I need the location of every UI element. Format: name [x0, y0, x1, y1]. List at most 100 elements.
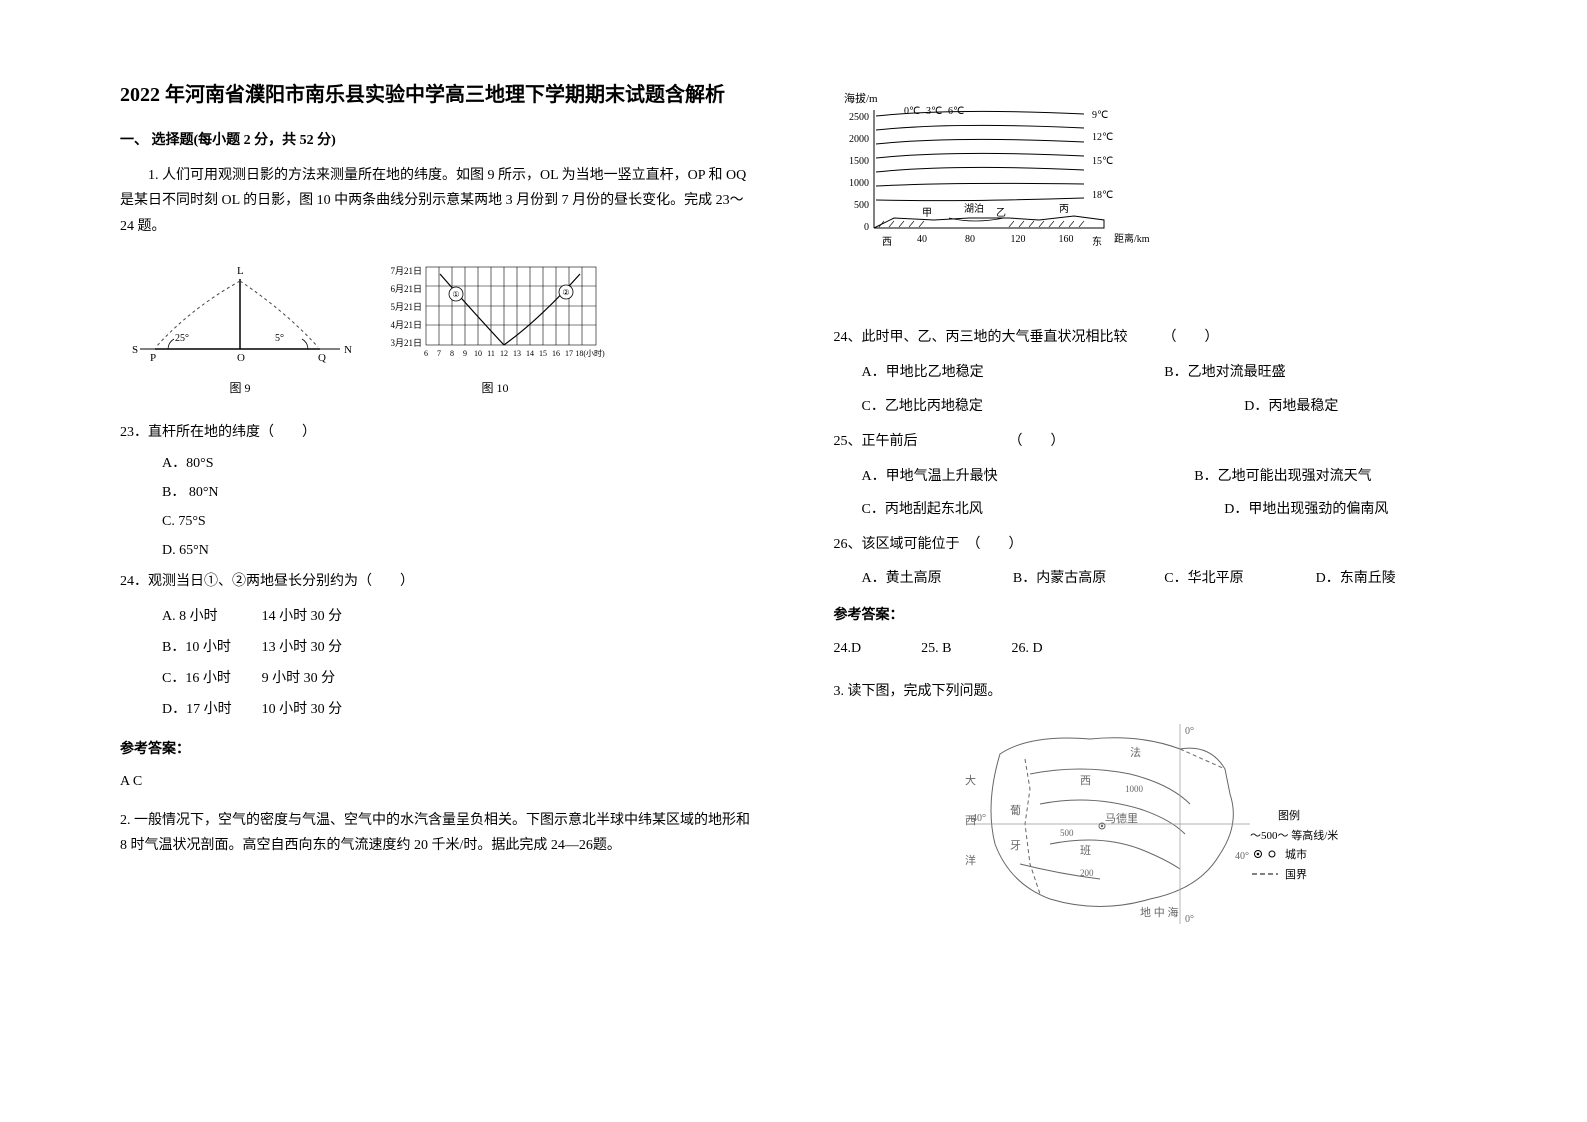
svg-text:～500～ 等高线/米: ～500～ 等高线/米 — [1250, 828, 1338, 842]
svg-text:6℃: 6℃ — [948, 106, 964, 117]
svg-text:4月21日: 4月21日 — [390, 320, 422, 330]
q2-sub24-d: D．丙地最稳定 — [1164, 390, 1467, 423]
svg-text:P: P — [150, 352, 156, 364]
q2-sub26-c: C．华北平原 — [1164, 566, 1315, 591]
svg-text:200: 200 — [1080, 868, 1094, 878]
q2-stem: 2. 一般情况下，空气的密度与气温、空气中的水汽含量呈负相关。下图示意北半球中纬… — [120, 808, 754, 858]
svg-text:9℃: 9℃ — [1092, 110, 1108, 121]
q1-answer: A C — [120, 769, 754, 794]
svg-text:牙: 牙 — [1010, 840, 1021, 852]
q1-figure-row: S N L O P 25° Q 5° 图 9 7月2 — [120, 249, 754, 410]
svg-text:120: 120 — [1010, 234, 1025, 245]
svg-text:班: 班 — [1080, 844, 1091, 857]
q2-sub26-d: D．东南丘陵 — [1316, 566, 1467, 591]
q1-sub23-opt-b: B． 80°N — [162, 480, 754, 505]
svg-text:500: 500 — [854, 200, 869, 211]
q2-sub26-b: B．内蒙古高原 — [1013, 566, 1164, 591]
svg-text:10: 10 — [474, 349, 482, 358]
svg-text:0°: 0° — [1185, 914, 1194, 925]
svg-text:6月21日: 6月21日 — [390, 284, 422, 294]
svg-text:12℃: 12℃ — [1092, 132, 1113, 143]
q1-sub24-c1: C．16 小时 — [162, 663, 262, 694]
svg-text:西: 西 — [882, 237, 892, 248]
svg-text:18℃: 18℃ — [1092, 190, 1113, 201]
svg-text:14: 14 — [526, 349, 534, 358]
svg-text:城市: 城市 — [1285, 847, 1307, 861]
svg-text:西: 西 — [1080, 775, 1091, 787]
svg-text:葡: 葡 — [1010, 804, 1021, 817]
q2-sub25-c: C．丙地刮起东北风 — [862, 493, 1165, 526]
left-column: 2022 年河南省濮阳市南乐县实验中学高三地理下学期期末试题含解析 一、 选择题… — [100, 80, 794, 1042]
svg-text:500: 500 — [1060, 828, 1074, 838]
svg-text:11: 11 — [487, 349, 495, 358]
svg-text:0: 0 — [864, 222, 869, 233]
figure-10-label: 图 10 — [380, 378, 610, 400]
q1-sub24-options: A. 8 小时14 小时 30 分 B．10 小时13 小时 30 分 C．16… — [162, 601, 372, 726]
q1-sub24-b1: B．10 小时 — [162, 632, 262, 663]
svg-text:大: 大 — [965, 773, 976, 787]
q1-sub24-c2: 9 小时 30 分 — [262, 663, 373, 694]
svg-text:17: 17 — [565, 349, 573, 358]
svg-text:25°: 25° — [175, 333, 189, 344]
document-title: 2022 年河南省濮阳市南乐县实验中学高三地理下学期期末试题含解析 — [120, 80, 754, 110]
svg-text:80: 80 — [965, 234, 975, 245]
svg-text:7月21日: 7月21日 — [390, 266, 422, 276]
svg-text:2500: 2500 — [849, 112, 869, 123]
svg-text:0°: 0° — [1185, 726, 1194, 737]
q1-stem: 1. 人们可用观测日影的方法来测量所在地的纬度。如图 9 所示，OL 为当地一竖… — [120, 163, 754, 239]
svg-text:丙: 丙 — [1059, 204, 1069, 215]
q2-sub24-c: C．乙地比丙地稳定 — [862, 390, 1165, 423]
svg-text:国界: 国界 — [1285, 868, 1307, 881]
svg-text:②: ② — [562, 288, 569, 297]
right-column: 海拔/m 25002000150010005000 4080120160 西 东… — [794, 80, 1488, 1042]
svg-text:3℃: 3℃ — [926, 106, 942, 117]
q2-sub24-a: A．甲地比乙地稳定 — [862, 356, 1165, 389]
svg-text:1000: 1000 — [849, 178, 869, 189]
svg-text:法: 法 — [1130, 745, 1141, 759]
svg-text:8: 8 — [450, 349, 454, 358]
svg-text:图例: 图例 — [1278, 808, 1300, 822]
q2-ytitle: 海拔/m — [844, 91, 878, 105]
q1-sub23-options: A．80°S B． 80°N C. 75°S D. 65°N — [162, 451, 754, 564]
svg-text:地 中 海: 地 中 海 — [1140, 905, 1179, 919]
q2-chart: 海拔/m 25002000150010005000 4080120160 西 东… — [834, 90, 1468, 269]
figure-9: S N L O P 25° Q 5° 图 9 — [120, 259, 360, 400]
svg-text:2000: 2000 — [849, 134, 869, 145]
svg-text:乙: 乙 — [996, 207, 1006, 219]
svg-text:40°: 40° — [1235, 851, 1249, 862]
q1-sub24-b2: 13 小时 30 分 — [262, 632, 373, 663]
svg-text:O: O — [237, 352, 245, 364]
svg-text:5月21日: 5月21日 — [390, 302, 422, 312]
q2-sub25-b: B．乙地可能出现强对流天气 — [1164, 460, 1467, 493]
svg-text:3月21日: 3月21日 — [390, 338, 422, 348]
q2-sub25-a: A．甲地气温上升最快 — [862, 460, 1165, 493]
q3-map: 0°0° 40°40° 大西洋 地 中 海 马德里 法 葡牙 西班 100050… — [834, 714, 1468, 943]
svg-text:甲: 甲 — [922, 208, 932, 219]
svg-text:9: 9 — [463, 349, 467, 358]
q2-answers: 24.D 25. B 26. D — [834, 636, 1468, 661]
q1-sub24: 24．观测当日①、②两地昼长分别约为（ ） — [120, 569, 754, 594]
q2-sub24-options: A．甲地比乙地稳定 B．乙地对流最旺盛 C．乙地比丙地稳定 D．丙地最稳定 — [862, 356, 1468, 422]
q2-answer-label: 参考答案： — [834, 603, 1468, 628]
q2-sub25-options: A．甲地气温上升最快 B．乙地可能出现强对流天气 C．丙地刮起东北风 D．甲地出… — [862, 460, 1468, 526]
svg-text:Q: Q — [318, 352, 326, 364]
svg-text:1500: 1500 — [849, 156, 869, 167]
svg-text:S: S — [132, 344, 138, 356]
svg-text:东: 东 — [1092, 235, 1102, 248]
q1-sub24-d2: 10 小时 30 分 — [262, 694, 373, 725]
figure-10: 7月21日 6月21日 5月21日 4月21日 3月21日 ① ② 678910… — [380, 259, 610, 400]
svg-text:0℃: 0℃ — [904, 106, 920, 117]
q2-sub25-d: D．甲地出现强劲的偏南风 — [1164, 493, 1467, 526]
svg-text:16: 16 — [552, 349, 560, 358]
svg-text:L: L — [237, 265, 244, 277]
q1-sub24-d1: D．17 小时 — [162, 694, 262, 725]
svg-text:12: 12 — [500, 349, 508, 358]
svg-text:5°: 5° — [275, 333, 284, 344]
q2-sub24-b: B．乙地对流最旺盛 — [1164, 356, 1467, 389]
svg-text:距离/km: 距离/km — [1114, 232, 1150, 245]
svg-text:160: 160 — [1058, 234, 1073, 245]
q1-sub24-a1: A. 8 小时 — [162, 601, 262, 632]
svg-text:洋: 洋 — [965, 853, 976, 867]
svg-text:①: ① — [452, 290, 459, 299]
svg-text:18(小时): 18(小时) — [575, 348, 605, 358]
